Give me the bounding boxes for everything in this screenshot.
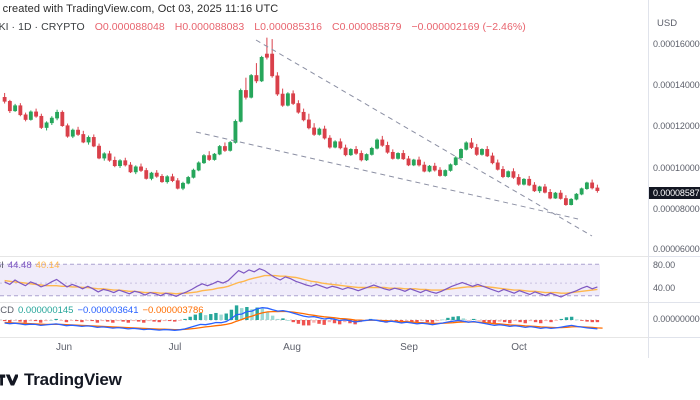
macd-line-value: −0.000003641 [77, 305, 139, 316]
rsi-ma-value: 40.14 [35, 260, 60, 271]
upper-descending-trendline [195, 131, 579, 220]
low-value: L0.000085316 [254, 21, 323, 33]
axis-tick-label: 0.000140000 [653, 80, 700, 90]
footer: TradingView [0, 362, 700, 400]
ohlc-legend: FLOKI · 1D · CRYPTO O0.000088048 H0.0000… [0, 21, 533, 33]
macd-pane[interactable] [0, 303, 648, 337]
current-price-label: 0.0000858790 [649, 187, 700, 199]
axis-divider-3 [649, 337, 700, 338]
time-axis-label: Aug [283, 342, 301, 353]
time-axis-label: Sep [400, 342, 418, 353]
high-value: H0.000088083 [174, 21, 245, 33]
pane-divider-1 [0, 256, 648, 257]
macd-series [0, 305, 603, 331]
lower-descending-trendline [255, 39, 593, 237]
time-axis[interactable]: Jun Jul Aug Sep Oct [0, 338, 648, 360]
tradingview-logo-text: TradingView [24, 370, 122, 389]
price-axis-unit: USD [657, 18, 678, 29]
time-axis-label: Jun [55, 342, 73, 353]
macd-signal-value: −0.000003786 [142, 305, 204, 316]
axis-tick-label: 0.000080000 [653, 204, 700, 214]
macd-label: MACD [0, 305, 14, 316]
axis-tick-label: 0.000000000 [653, 314, 700, 324]
price-pane[interactable] [0, 34, 648, 256]
axis-tick-label: 80.00 [653, 260, 676, 270]
symbol-label[interactable]: FLOKI · 1D · CRYPTO [0, 21, 85, 33]
close-value: C0.000085879 [331, 21, 402, 33]
axis-tick-label: 0.000100000 [653, 163, 700, 173]
axis-divider-1 [649, 256, 700, 257]
attribution-text: natti9 created with TradingView.com, Oct… [0, 3, 279, 15]
tradingview-logo: TradingView [0, 370, 122, 390]
rsi-value: 44.48 [7, 260, 32, 271]
pane-divider-3 [0, 337, 648, 338]
axis-divider-2 [649, 302, 700, 303]
pane-divider-2 [0, 302, 648, 303]
axis-tick-label: 40.00 [653, 283, 676, 293]
time-axis-label: Jul [168, 342, 182, 353]
axis-tick-label: 0.000120000 [653, 121, 700, 131]
candlestick-series [2, 37, 600, 237]
rsi-series [0, 263, 600, 298]
rsi-label: RSI [0, 260, 4, 271]
macd-histogram-value: 0.000000145 [17, 305, 74, 316]
tradingview-logo-icon [0, 374, 18, 386]
price-axis[interactable]: USD 0.000160000 0.000140000 0.000120000 0.0… [648, 0, 700, 358]
time-axis-label: Oct [511, 342, 527, 353]
axis-tick-label: 0.000160000 [653, 39, 700, 49]
change-value: −0.000002169 (−2.46%) [411, 21, 526, 33]
axis-tick-label: 0.000060000 [653, 244, 700, 254]
macd-legend: MACD0.000000145−0.000003641−0.000003786 [0, 305, 204, 316]
open-value: O0.000088048 [94, 21, 165, 33]
rsi-pane[interactable] [0, 258, 648, 302]
